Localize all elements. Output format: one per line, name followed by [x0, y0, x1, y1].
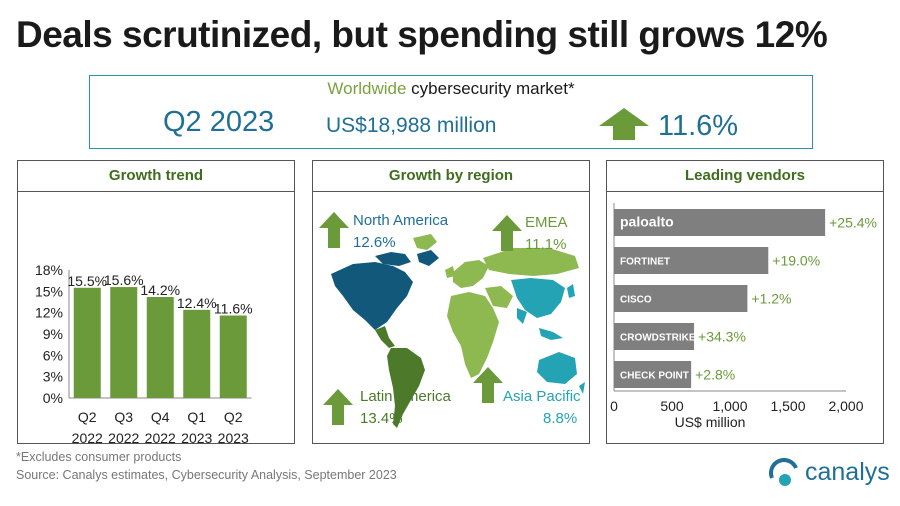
- region-name-north-america: North America: [353, 212, 449, 229]
- leading-vendors-title: Leading vendors: [607, 161, 883, 192]
- growth-trend-title: Growth trend: [18, 161, 294, 192]
- data-label: 11.6%: [214, 301, 253, 317]
- growth-trend-chart: 18% 15% 12% 9% 6% 3% 0% 15.5% Q2 2022 15.6% Q3 2022 1…: [35, 262, 253, 444]
- y-tick-label: 3%: [43, 369, 63, 385]
- page-title: Deals scrutinized, but spending still gr…: [16, 14, 828, 55]
- x-tick-label-year: 2023: [181, 430, 212, 444]
- banner-subtitle-worldwide: Worldwide: [327, 79, 407, 98]
- x-tick-label-year: 2022: [145, 430, 176, 444]
- up-arrow-icon: [492, 215, 522, 251]
- growth-label: +1.2%: [751, 291, 791, 307]
- x-tick-label: 1,000: [712, 398, 747, 414]
- leading-vendors-panel: Leading vendors paloalto +25.4% FORTINET +1…: [606, 160, 884, 444]
- growth-by-region-title: Growth by region: [313, 161, 589, 192]
- bar: [614, 285, 748, 312]
- x-tick-label-quarter: Q2: [224, 409, 243, 425]
- bar: [73, 287, 101, 398]
- region-growth-north-america: 12.6%: [353, 234, 396, 251]
- x-tick-label-quarter: Q1: [187, 409, 206, 425]
- banner-growth: 11.6%: [658, 110, 739, 142]
- canalys-logo-text: canalys: [805, 458, 890, 486]
- banner-subtitle: Worldwide cybersecurity market*: [90, 79, 812, 99]
- x-tick-label-year: 2022: [72, 430, 103, 444]
- y-tick-label: 12%: [35, 305, 63, 321]
- growth-label: +34.3%: [698, 329, 746, 345]
- bar: [614, 247, 769, 274]
- data-label: 15.6%: [104, 272, 144, 288]
- vendor-logo-label: CROWDSTRIKE: [620, 333, 696, 344]
- growth-trend-panel: Growth trend 18% 15% 12% 9% 6% 3% 0% 15.5% Q2 202…: [17, 160, 295, 444]
- y-tick-label: 9%: [43, 326, 63, 342]
- up-arrow-icon: [323, 389, 353, 425]
- bar: [614, 209, 826, 236]
- banner-subtitle-market: cybersecurity market*: [406, 79, 575, 98]
- x-tick-label: 1,500: [770, 398, 805, 414]
- y-tick-label: 0%: [43, 390, 63, 406]
- bar: [146, 297, 174, 398]
- world-map-icon: [331, 234, 585, 428]
- x-axis-label: US$ million: [675, 414, 746, 430]
- data-label: 14.2%: [140, 282, 180, 298]
- banner-quarter: Q2 2023: [163, 106, 275, 138]
- y-tick-label: 15%: [35, 283, 63, 299]
- growth-by-region-panel: Growth by region North America 12.6% EME…: [312, 160, 590, 444]
- leading-vendors-chart: paloalto +25.4% FORTINET +19.0% CISCO +1.2% CR…: [610, 203, 877, 430]
- bar: [614, 361, 692, 388]
- x-tick-label-quarter: Q4: [151, 409, 170, 425]
- region-name-emea: EMEA: [525, 214, 568, 231]
- x-tick-label-year: 2023: [218, 430, 249, 444]
- footnote: *Excludes consumer products: [16, 450, 182, 464]
- vendor-logo-label: CHECK POINT: [620, 371, 689, 382]
- x-tick-label-quarter: Q3: [114, 409, 133, 425]
- region-growth-latin-america: 13.4%: [360, 410, 403, 427]
- region-name-latin-america: Latin America: [360, 388, 451, 405]
- region-growth-asia-pacific: 8.8%: [543, 410, 578, 427]
- x-tick-label: 2,000: [828, 398, 863, 414]
- banner-value: US$18,988 million: [326, 114, 497, 137]
- vendor-logo-label: CISCO: [620, 295, 652, 306]
- x-tick-label-quarter: Q2: [78, 409, 97, 425]
- vendor-logo-label: FORTINET: [620, 257, 670, 268]
- market-banner: Worldwide cybersecurity market* Q2 2023 …: [89, 75, 813, 149]
- region-growth-emea: 11.1%: [525, 236, 567, 253]
- vendor-logo-label: paloalto: [620, 214, 674, 230]
- x-tick-label: 0: [610, 398, 618, 414]
- region-name-asia-pacific: Asia Pacific: [503, 388, 581, 405]
- data-label: 12.4%: [177, 295, 217, 311]
- x-tick-label: 500: [660, 398, 684, 414]
- up-arrow-icon: [319, 212, 349, 248]
- bar: [614, 323, 695, 350]
- up-arrow-icon: [473, 367, 503, 403]
- up-arrow-icon: [599, 108, 649, 140]
- bar: [110, 287, 138, 398]
- y-tick-label: 18%: [35, 262, 63, 278]
- source-note: Source: Canalys estimates, Cybersecurity…: [16, 468, 397, 482]
- data-label: 15.5%: [67, 273, 107, 289]
- growth-label: +25.4%: [829, 215, 877, 231]
- y-tick-label: 6%: [43, 347, 63, 363]
- growth-label: +2.8%: [695, 367, 735, 383]
- canalys-logo-icon: [769, 458, 798, 486]
- bar: [219, 315, 247, 398]
- bar: [183, 309, 211, 398]
- growth-label: +19.0%: [772, 253, 820, 269]
- x-tick-label-year: 2022: [108, 430, 139, 444]
